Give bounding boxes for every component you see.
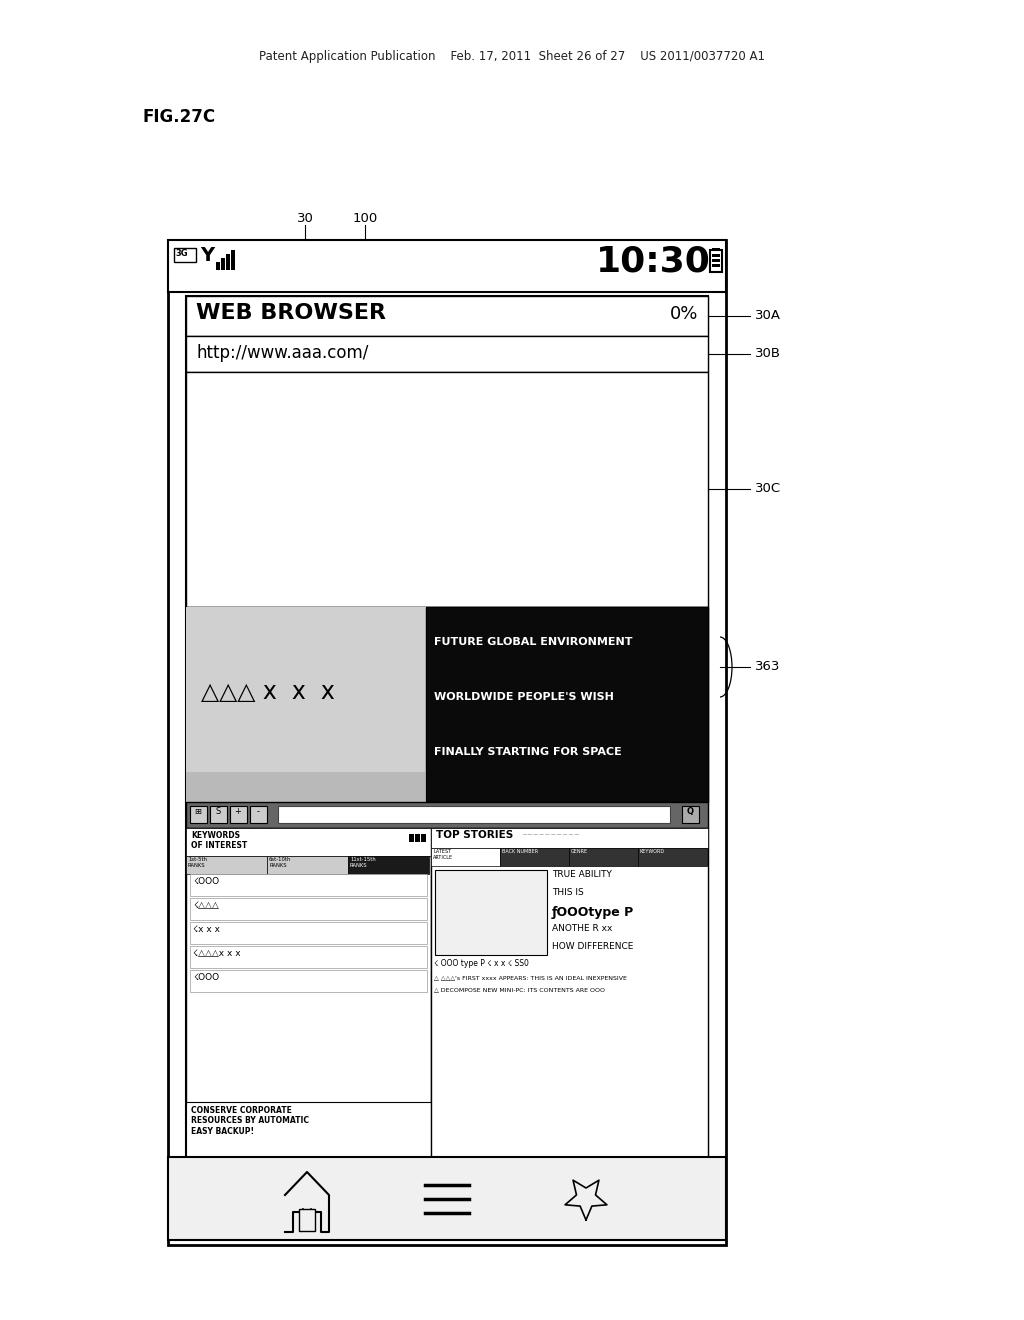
- Text: 30C: 30C: [755, 482, 781, 495]
- Text: ☇△△△: ☇△△△: [193, 902, 219, 909]
- Text: HOW DIFFERENCE: HOW DIFFERENCE: [552, 942, 634, 950]
- Text: 30B: 30B: [755, 347, 781, 360]
- Text: ⊞: ⊞: [195, 807, 202, 816]
- Text: 6st-10th
RANKS: 6st-10th RANKS: [269, 857, 292, 867]
- Text: LATEST
ARTICLE: LATEST ARTICLE: [433, 849, 454, 859]
- Bar: [226, 253, 230, 271]
- Text: 10:30: 10:30: [596, 244, 711, 279]
- Text: ☇OOO: ☇OOO: [193, 973, 219, 982]
- Bar: [190, 946, 427, 968]
- Text: KEYWORDS
OF INTEREST: KEYWORDS OF INTEREST: [191, 832, 247, 850]
- Bar: [186, 855, 267, 874]
- Text: TOP STORIES: TOP STORIES: [436, 830, 513, 840]
- Bar: [186, 1102, 431, 1158]
- Text: ☇ OOO type P ☇ x x ☇ SS0: ☇ OOO type P ☇ x x ☇ SS0: [434, 960, 528, 968]
- Text: Y: Y: [200, 246, 214, 265]
- Bar: [278, 807, 670, 822]
- Text: BACK NUMBER: BACK NUMBER: [502, 849, 539, 854]
- Text: ƒOOOtype P: ƒOOOtype P: [552, 906, 634, 919]
- Bar: [186, 337, 708, 372]
- Bar: [299, 1209, 315, 1232]
- Bar: [267, 855, 348, 874]
- Text: 0%: 0%: [670, 305, 698, 323]
- Bar: [712, 259, 720, 261]
- Bar: [500, 847, 569, 866]
- Bar: [231, 249, 234, 271]
- Text: 363: 363: [755, 660, 780, 673]
- Bar: [210, 807, 227, 822]
- Text: 30A: 30A: [755, 309, 781, 322]
- Text: △ DECOMPOSE NEW MINI-PC: ITS CONTENTS ARE OOO: △ DECOMPOSE NEW MINI-PC: ITS CONTENTS AR…: [434, 987, 605, 993]
- Bar: [186, 372, 708, 607]
- Text: △ △△△'s FIRST xxxx APPEARS: THIS IS AN IDEAL INEXPENSIVE: △ △△△'s FIRST xxxx APPEARS: THIS IS AN I…: [434, 975, 627, 979]
- Bar: [186, 607, 708, 803]
- Bar: [638, 847, 707, 866]
- Bar: [190, 898, 427, 920]
- Text: △△△ x  x  x: △△△ x x x: [201, 680, 335, 704]
- Bar: [682, 807, 699, 822]
- Text: 3G: 3G: [175, 249, 187, 257]
- Bar: [431, 828, 708, 1158]
- Bar: [168, 240, 726, 1245]
- Text: ANOTHE R xx: ANOTHE R xx: [552, 924, 612, 933]
- Text: ☇△△△x x x: ☇△△△x x x: [193, 949, 241, 958]
- Text: 11st-15th
RANKS: 11st-15th RANKS: [350, 857, 376, 867]
- Text: KEYWORD: KEYWORD: [640, 849, 666, 854]
- Bar: [168, 1158, 726, 1239]
- Bar: [186, 296, 708, 337]
- Bar: [186, 772, 426, 803]
- Bar: [435, 870, 547, 954]
- Bar: [186, 607, 426, 803]
- Bar: [168, 240, 726, 292]
- Bar: [250, 807, 267, 822]
- Bar: [348, 855, 429, 874]
- Text: FUTURE GLOBAL ENVIRONMENT: FUTURE GLOBAL ENVIRONMENT: [434, 638, 633, 647]
- Text: ☇OOO: ☇OOO: [193, 876, 219, 886]
- Bar: [569, 847, 638, 866]
- Bar: [409, 834, 414, 842]
- Bar: [190, 807, 207, 822]
- Bar: [186, 296, 708, 1158]
- Bar: [426, 607, 708, 803]
- Bar: [431, 847, 500, 866]
- Text: 30: 30: [297, 213, 313, 224]
- Text: -: -: [256, 807, 259, 816]
- Bar: [216, 261, 220, 271]
- Bar: [186, 828, 431, 1158]
- Bar: [190, 921, 427, 944]
- Text: +: +: [234, 807, 242, 816]
- Bar: [712, 253, 720, 257]
- Text: Patent Application Publication    Feb. 17, 2011  Sheet 26 of 27    US 2011/00377: Patent Application Publication Feb. 17, …: [259, 50, 765, 63]
- Text: ~~~~~~~~~~: ~~~~~~~~~~: [521, 832, 580, 838]
- Bar: [421, 834, 426, 842]
- Text: FIG.27C: FIG.27C: [143, 108, 216, 125]
- Bar: [190, 874, 427, 896]
- Bar: [710, 249, 722, 272]
- Text: CONSERVE CORPORATE
RESOURCES BY AUTOMATIC
EASY BACKUP!: CONSERVE CORPORATE RESOURCES BY AUTOMATI…: [191, 1106, 309, 1135]
- Text: GENRE: GENRE: [571, 849, 588, 854]
- Text: http://www.aaa.com/: http://www.aaa.com/: [196, 345, 369, 362]
- Text: WEB BROWSER: WEB BROWSER: [196, 304, 386, 323]
- Bar: [415, 834, 420, 842]
- Text: ☇x x x: ☇x x x: [193, 925, 220, 935]
- Text: WORLDWIDE PEOPLE'S WISH: WORLDWIDE PEOPLE'S WISH: [434, 692, 613, 702]
- Bar: [186, 828, 431, 855]
- Bar: [431, 828, 708, 847]
- Bar: [712, 248, 720, 251]
- Text: THIS IS: THIS IS: [552, 888, 584, 898]
- Bar: [190, 970, 427, 993]
- Text: FINALLY STARTING FOR SPACE: FINALLY STARTING FOR SPACE: [434, 747, 622, 756]
- Text: Q: Q: [686, 807, 693, 816]
- Text: S: S: [215, 807, 220, 816]
- Text: TRUE ABILITY: TRUE ABILITY: [552, 870, 612, 879]
- Bar: [186, 803, 708, 828]
- Bar: [230, 807, 247, 822]
- Text: 100: 100: [352, 213, 378, 224]
- Text: 1st-5th
RANKS: 1st-5th RANKS: [188, 857, 207, 867]
- Bar: [712, 264, 720, 267]
- Bar: [174, 248, 196, 261]
- Bar: [221, 257, 225, 271]
